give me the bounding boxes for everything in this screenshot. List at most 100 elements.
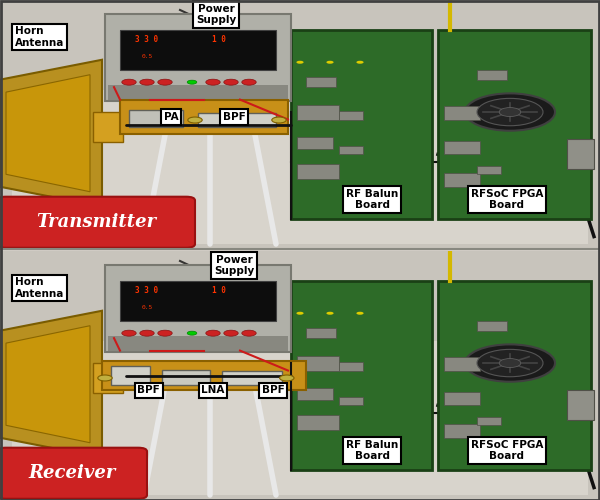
Text: PA: PA: [164, 112, 178, 122]
Bar: [306, 328, 336, 338]
Bar: [198, 114, 276, 127]
Text: 3 3 0: 3 3 0: [136, 286, 158, 296]
Bar: [297, 416, 339, 430]
Bar: [111, 366, 150, 385]
Bar: [222, 372, 282, 385]
Circle shape: [140, 330, 154, 336]
Bar: [444, 392, 480, 406]
Bar: [120, 100, 288, 134]
FancyBboxPatch shape: [0, 196, 195, 248]
Bar: [567, 390, 594, 420]
Text: 1 0: 1 0: [212, 36, 226, 44]
Bar: [12, 90, 588, 244]
Circle shape: [188, 117, 202, 123]
Bar: [339, 111, 363, 120]
Bar: [291, 281, 432, 470]
Bar: [93, 363, 123, 393]
Bar: [297, 356, 339, 370]
Circle shape: [187, 80, 197, 84]
Circle shape: [122, 79, 136, 85]
Text: BPF: BPF: [137, 386, 160, 396]
Text: BPF: BPF: [262, 386, 284, 396]
Circle shape: [326, 312, 334, 314]
Text: Horn
Antenna: Horn Antenna: [15, 277, 64, 298]
Text: Horn
Antenna: Horn Antenna: [15, 26, 64, 48]
Bar: [477, 416, 501, 426]
Bar: [438, 30, 591, 219]
Text: RF Balun
Board: RF Balun Board: [346, 189, 398, 210]
Bar: [339, 362, 363, 370]
Circle shape: [296, 61, 304, 64]
Circle shape: [477, 98, 543, 126]
Circle shape: [206, 330, 220, 336]
Text: 0.5: 0.5: [142, 54, 152, 59]
Circle shape: [98, 375, 112, 381]
Bar: [567, 140, 594, 170]
Bar: [108, 336, 288, 350]
Circle shape: [499, 358, 521, 368]
Circle shape: [242, 330, 256, 336]
Text: RF Balun
Board: RF Balun Board: [346, 440, 398, 462]
Bar: [438, 281, 591, 470]
Bar: [12, 340, 588, 495]
Text: Receiver: Receiver: [28, 464, 116, 482]
Text: 1 0: 1 0: [212, 286, 226, 296]
Polygon shape: [6, 74, 90, 192]
FancyBboxPatch shape: [0, 448, 147, 499]
Text: Transmitter: Transmitter: [36, 213, 156, 231]
Circle shape: [326, 61, 334, 64]
Text: RFSoC FPGA
Board: RFSoC FPGA Board: [471, 189, 543, 210]
Text: Power
Supply: Power Supply: [196, 4, 236, 26]
Text: 3 3 0: 3 3 0: [136, 36, 158, 44]
FancyBboxPatch shape: [105, 14, 291, 101]
Bar: [306, 77, 336, 87]
Circle shape: [158, 330, 172, 336]
Circle shape: [187, 331, 197, 335]
Bar: [108, 84, 288, 100]
Bar: [297, 388, 333, 400]
Circle shape: [224, 79, 238, 85]
Circle shape: [158, 79, 172, 85]
Circle shape: [296, 312, 304, 314]
Circle shape: [122, 330, 136, 336]
Circle shape: [140, 79, 154, 85]
Bar: [477, 166, 501, 174]
Bar: [444, 140, 480, 154]
Polygon shape: [0, 311, 102, 458]
Text: 0.5: 0.5: [142, 304, 152, 310]
Bar: [93, 112, 123, 142]
Circle shape: [242, 79, 256, 85]
Polygon shape: [6, 326, 90, 442]
Bar: [291, 30, 432, 219]
Bar: [477, 320, 507, 330]
Bar: [102, 360, 306, 390]
Circle shape: [465, 344, 555, 382]
FancyBboxPatch shape: [105, 264, 291, 352]
Bar: [120, 281, 276, 320]
Bar: [120, 30, 276, 70]
Bar: [339, 146, 363, 154]
Bar: [129, 110, 183, 127]
Bar: [444, 173, 480, 186]
Bar: [297, 104, 339, 120]
Bar: [477, 70, 507, 80]
Bar: [444, 106, 480, 120]
Bar: [297, 164, 339, 180]
Circle shape: [272, 117, 286, 123]
Circle shape: [224, 330, 238, 336]
Circle shape: [477, 350, 543, 376]
Text: LNA: LNA: [202, 386, 224, 396]
Bar: [444, 357, 480, 370]
Circle shape: [356, 61, 364, 64]
Polygon shape: [0, 60, 102, 206]
Circle shape: [465, 94, 555, 130]
Bar: [162, 370, 210, 385]
Bar: [297, 137, 333, 149]
Circle shape: [356, 312, 364, 314]
Circle shape: [499, 108, 521, 116]
Bar: [339, 396, 363, 406]
Bar: [444, 424, 480, 438]
Text: RFSoC FPGA
Board: RFSoC FPGA Board: [471, 440, 543, 462]
Text: BPF: BPF: [223, 112, 245, 122]
Circle shape: [280, 375, 294, 381]
